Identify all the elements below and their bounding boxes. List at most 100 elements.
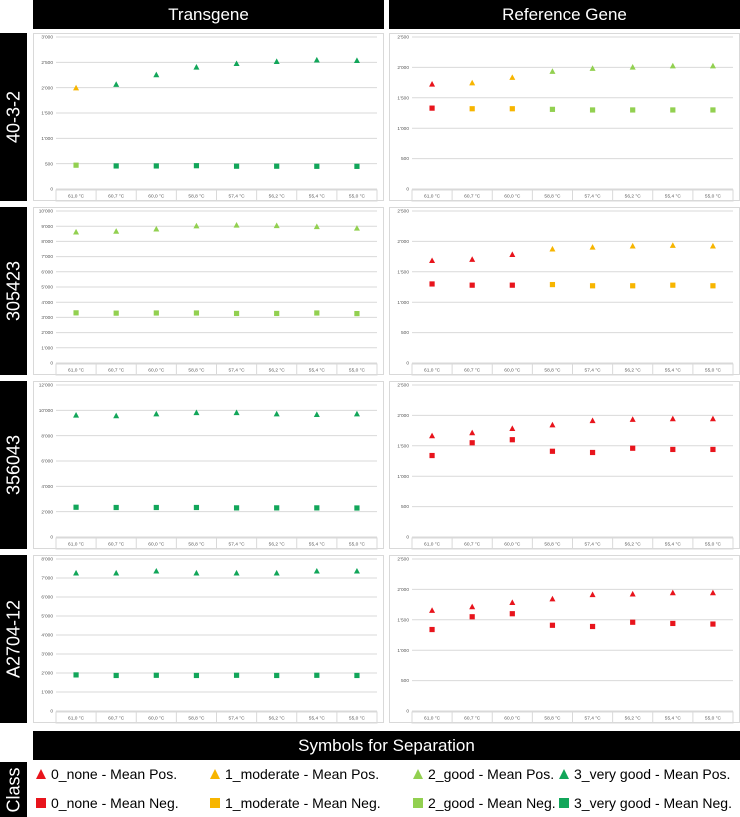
- mean-neg-point: [630, 619, 636, 625]
- legend-item-0-none-pos: 0_none - Mean Pos.: [36, 766, 177, 782]
- mean-neg-point: [670, 446, 676, 453]
- x-tick-label: 55,4 °C: [309, 716, 326, 722]
- x-tick-label: 57,4 °C: [229, 716, 246, 722]
- x-tick-label: 61,0 °C: [424, 716, 441, 722]
- mean-neg-point: [113, 504, 119, 511]
- mean-pos-point: [629, 590, 636, 597]
- x-tick-label: 61,0 °C: [424, 542, 441, 548]
- mean-pos-point: [429, 607, 436, 613]
- square-marker-icon: [36, 798, 46, 808]
- y-tick-label: 500: [401, 678, 409, 684]
- y-tick-label: 2'500: [397, 557, 409, 563]
- mean-neg-point: [549, 281, 556, 288]
- mean-neg-point: [354, 505, 360, 511]
- y-tick-label: 7'000: [41, 576, 53, 582]
- mean-neg-point: [274, 310, 280, 317]
- triangle-marker-icon: [210, 769, 220, 779]
- legend-item-3-very-good-neg: 3_very good - Mean Neg.: [559, 795, 732, 811]
- y-tick-label: 0: [406, 361, 409, 367]
- mean-neg-point: [509, 437, 515, 443]
- y-tick-label: 1'000: [41, 690, 53, 696]
- x-tick-label: 60,0 °C: [504, 716, 521, 722]
- triangle-marker-icon: [413, 769, 423, 779]
- mean-neg-point: [549, 448, 556, 454]
- mean-pos-point: [73, 569, 80, 576]
- x-tick-label: 55,0 °C: [349, 542, 366, 548]
- mean-pos-point: [73, 412, 80, 418]
- mean-pos-point: [469, 79, 476, 86]
- mean-pos-point: [273, 222, 280, 229]
- mean-neg-point: [314, 672, 320, 678]
- y-tick-label: 3'000: [41, 35, 53, 41]
- chart-svg: 0 1'000 2'000 3'000 4'000 5'000 6'000 7'000 8'00…: [41, 557, 378, 724]
- legend-title: Symbols for Separation: [33, 731, 740, 760]
- mean-neg-point: [710, 283, 716, 289]
- x-tick-label: 57,4 °C: [585, 716, 602, 722]
- mean-neg-point: [314, 505, 320, 511]
- mean-pos-point: [313, 411, 320, 417]
- mean-neg-point: [589, 623, 596, 630]
- mean-pos-point: [73, 228, 80, 235]
- mean-pos-point: [549, 68, 556, 74]
- mean-pos-point: [113, 81, 120, 87]
- y-tick-label: 3'000: [41, 652, 53, 658]
- y-tick-label: 500: [401, 156, 409, 162]
- legend-class-label: Class: [0, 762, 27, 817]
- mean-pos-point: [153, 71, 160, 78]
- legend-label: 3_very good - Mean Neg.: [574, 795, 732, 811]
- x-tick-label: 55,4 °C: [309, 194, 326, 200]
- x-tick-label: 60,0 °C: [148, 194, 165, 200]
- mean-pos-point: [273, 410, 280, 417]
- y-tick-label: 500: [45, 161, 53, 167]
- chart-svg: 0 1'000 2'000 3'000 4'000 5'000 6'000 7'000 8'00…: [39, 209, 378, 376]
- x-tick-label: 58,8 °C: [544, 716, 561, 722]
- x-tick-label: 56,2 °C: [625, 194, 642, 200]
- mean-neg-point: [73, 504, 79, 510]
- mean-neg-point: [429, 452, 435, 459]
- column-header-reference-gene: Reference Gene: [389, 0, 740, 29]
- mean-pos-point: [73, 84, 80, 91]
- mean-neg-point: [630, 107, 636, 113]
- x-tick-label: 60,7 °C: [464, 368, 481, 374]
- y-tick-label: 8'000: [41, 433, 53, 439]
- y-tick-label: 500: [401, 330, 409, 336]
- chart-svg: 0 500 1'000 1'500 2'000 2'500 3'000 61,0 °C 60,7…: [41, 35, 378, 202]
- y-tick-label: 1'500: [397, 269, 409, 275]
- square-marker-icon: [413, 798, 423, 808]
- y-tick-label: 4'000: [41, 484, 53, 490]
- y-tick-label: 6'000: [41, 269, 53, 275]
- x-tick-label: 55,4 °C: [665, 716, 682, 722]
- legend-label: 0_none - Mean Pos.: [51, 766, 178, 782]
- x-tick-label: 60,7 °C: [464, 542, 481, 548]
- legend-label: 1_moderate - Mean Neg.: [225, 795, 381, 811]
- mean-pos-point: [193, 222, 200, 229]
- x-tick-label: 60,7 °C: [108, 368, 125, 374]
- x-tick-label: 55,0 °C: [349, 716, 366, 722]
- mean-pos-point: [589, 591, 596, 598]
- mean-pos-point: [469, 429, 476, 436]
- x-tick-label: 55,4 °C: [665, 194, 682, 200]
- mean-neg-point: [670, 620, 676, 627]
- mean-neg-point: [113, 310, 119, 316]
- mean-neg-point: [153, 672, 159, 678]
- square-marker-icon: [559, 798, 569, 808]
- mean-neg-point: [73, 162, 79, 168]
- y-tick-label: 8'000: [41, 557, 53, 563]
- mean-neg-point: [429, 105, 435, 111]
- y-tick-label: 9'000: [41, 224, 53, 230]
- x-tick-label: 55,4 °C: [665, 542, 682, 548]
- mean-pos-point: [549, 245, 556, 252]
- x-tick-label: 56,2 °C: [625, 368, 642, 374]
- x-tick-label: 58,8 °C: [188, 542, 205, 548]
- x-tick-label: 55,4 °C: [309, 368, 326, 374]
- mean-pos-point: [589, 65, 596, 71]
- mean-pos-point: [153, 225, 160, 232]
- y-tick-label: 5'000: [41, 614, 53, 620]
- chart-A2704-12-reference: 0 500 1'000 1'500 2'000 2'500 61,0 °C 60,7 °C 60…: [389, 555, 740, 724]
- x-tick-label: 60,0 °C: [504, 368, 521, 374]
- mean-pos-point: [273, 569, 280, 576]
- mean-neg-point: [274, 672, 280, 679]
- mean-neg-point: [73, 310, 79, 316]
- y-tick-label: 12'000: [39, 383, 54, 389]
- mean-pos-point: [669, 62, 676, 69]
